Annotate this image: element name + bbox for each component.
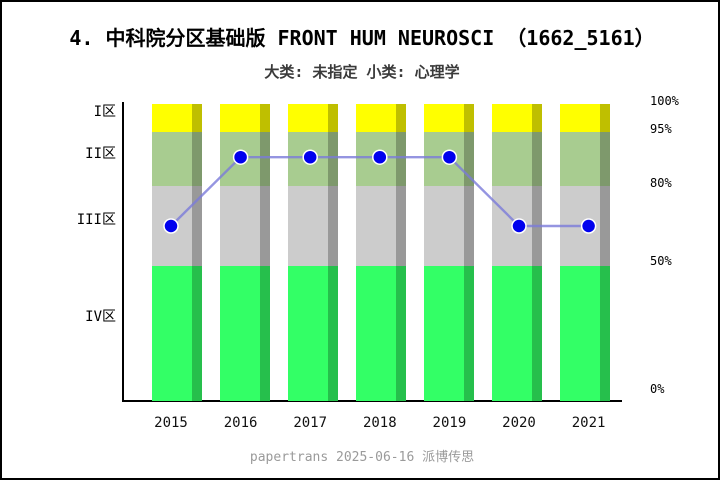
x-axis-year-label: 2017 bbox=[293, 415, 328, 431]
bar-side-shade bbox=[532, 104, 542, 401]
zone-segment bbox=[492, 104, 542, 132]
zone-segment bbox=[424, 104, 474, 132]
zone-segment bbox=[492, 266, 542, 401]
zone-segment bbox=[288, 266, 338, 401]
bar-side-shade bbox=[396, 104, 406, 401]
bar-side-shade bbox=[192, 104, 202, 401]
bar-side-shade bbox=[260, 104, 270, 401]
zone-segment bbox=[424, 266, 474, 401]
zone-segment bbox=[356, 104, 406, 132]
zone-bar-2015 bbox=[152, 104, 202, 401]
zone-bar-2017 bbox=[288, 104, 338, 401]
zone-bar-2018 bbox=[356, 104, 406, 401]
x-axis-year-label: 2016 bbox=[223, 415, 258, 431]
right-axis-tick: 80% bbox=[650, 176, 672, 190]
zone-segment bbox=[560, 266, 610, 401]
left-axis-label: IV区 bbox=[85, 309, 116, 325]
right-axis-tick: 100% bbox=[650, 94, 679, 108]
zone-segment bbox=[288, 104, 338, 132]
zone-segment bbox=[220, 266, 270, 401]
zone-segment bbox=[152, 104, 202, 132]
x-axis-year-label: 2019 bbox=[432, 415, 467, 431]
zone-segment bbox=[560, 104, 610, 132]
x-axis-line bbox=[122, 400, 622, 402]
chart-subtitle: 大类: 未指定 小类: 心理学 bbox=[264, 63, 460, 81]
x-axis-year-label: 2018 bbox=[362, 415, 397, 431]
zone-segment bbox=[220, 104, 270, 132]
left-axis-label: III区 bbox=[76, 212, 116, 228]
bar-side-shade bbox=[600, 104, 610, 401]
x-axis-year-label: 2015 bbox=[154, 415, 188, 431]
x-axis-year-label: 2021 bbox=[571, 415, 606, 431]
right-axis-tick: 95% bbox=[650, 122, 672, 136]
zone-bar-2016 bbox=[220, 104, 270, 401]
left-axis-label: II区 bbox=[85, 146, 116, 162]
y-axis-line bbox=[122, 102, 124, 402]
zone-segment bbox=[152, 266, 202, 401]
chart-title: 4. 中科院分区基础版 FRONT HUM NEUROSCI （1662_516… bbox=[69, 26, 655, 50]
x-axis-year-label: 2020 bbox=[502, 415, 536, 431]
bar-side-shade bbox=[464, 104, 474, 401]
zone-bar-2020 bbox=[492, 104, 542, 401]
zone-segment bbox=[356, 266, 406, 401]
zone-bar-2019 bbox=[424, 104, 474, 401]
left-axis-label: I区 bbox=[93, 104, 116, 120]
zone-bar-2021 bbox=[560, 104, 610, 401]
right-axis-tick: 50% bbox=[650, 254, 672, 268]
right-axis-tick: 0% bbox=[650, 382, 665, 396]
watermark-footer: papertrans 2025-06-16 派博传思 bbox=[249, 450, 475, 465]
bar-side-shade bbox=[328, 104, 338, 401]
